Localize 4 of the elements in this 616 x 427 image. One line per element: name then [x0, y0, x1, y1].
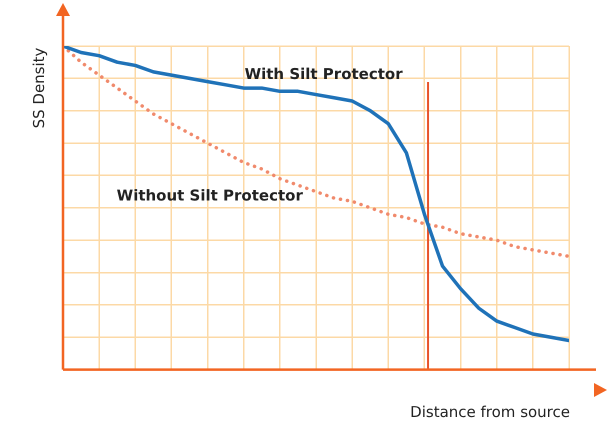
- series-label: Without Silt Protector: [116, 186, 304, 204]
- x-axis-title: Distance from source: [410, 402, 570, 421]
- y-axis-title: SS Density: [30, 47, 48, 128]
- series-label: With Silt Protector: [244, 65, 404, 84]
